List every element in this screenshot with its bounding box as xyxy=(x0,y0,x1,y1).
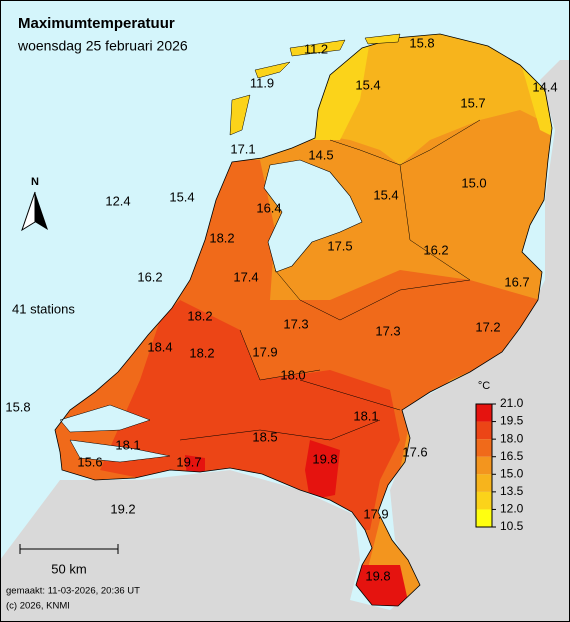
station-value: 15.8 xyxy=(5,399,30,414)
legend-tick-label: 13.5 xyxy=(500,484,524,498)
station-value: 17.2 xyxy=(475,319,500,334)
title: Maximumtemperatuur xyxy=(18,15,175,32)
legend-tick-label: 16.5 xyxy=(500,449,524,463)
station-value: 16.4 xyxy=(256,200,281,215)
station-value: 18.4 xyxy=(147,339,172,354)
station-value: 11.9 xyxy=(250,75,274,90)
station-value: 14.4 xyxy=(532,79,557,94)
station-value: 18.1 xyxy=(353,408,378,423)
estuary xyxy=(59,404,171,463)
legend-tick-label: 18.0 xyxy=(500,431,524,445)
legend-band xyxy=(476,439,492,457)
footer-copyright: (c) 2026, KNMI xyxy=(6,601,70,612)
station-value: 12.4 xyxy=(105,193,130,208)
station-value: 15.7 xyxy=(460,95,485,110)
stations: 11.2 15.8 11.9 15.4 15.7 14.4 17.1 14.5 15.0 15.4… xyxy=(5,35,557,583)
station-value: 17.9 xyxy=(252,344,277,359)
station-value: 15.4 xyxy=(355,77,380,92)
legend-tick-label: 15.0 xyxy=(500,466,524,480)
station-value: 11.2 xyxy=(304,41,328,56)
neighbour-land xyxy=(0,60,570,622)
station-value: 15.0 xyxy=(461,175,486,190)
footer-made: gemaakt: 11-03-2026, 20:36 UT xyxy=(6,586,140,597)
station-value: 16.2 xyxy=(137,269,162,284)
legend-band xyxy=(476,509,492,527)
station-value: 15.8 xyxy=(409,35,434,50)
legend-band xyxy=(476,456,492,475)
station-value: 17.4 xyxy=(233,269,258,284)
station-value: 15.4 xyxy=(169,189,194,204)
station-value: 18.2 xyxy=(187,308,212,323)
legend-tick-label: 12.0 xyxy=(500,502,524,516)
wadden-island xyxy=(229,33,401,136)
legend-tick-label: 10.5 xyxy=(500,519,524,533)
legend-band xyxy=(476,421,492,440)
station-value: 17.3 xyxy=(375,323,400,338)
station-value: 18.2 xyxy=(189,345,214,360)
legend-band xyxy=(476,474,492,492)
legend-tick-label: 21.0 xyxy=(500,396,524,410)
station-value: 18.1 xyxy=(115,437,140,452)
station-value: 19.8 xyxy=(365,568,390,583)
station-value: 17.3 xyxy=(283,316,308,331)
station-value: 17.1 xyxy=(230,141,255,156)
station-value: 18.5 xyxy=(252,429,277,444)
legend-band xyxy=(476,491,492,510)
station-value: 16.2 xyxy=(423,242,448,257)
legend-unit: °C xyxy=(478,380,490,392)
subtitle: woensdag 25 februari 2026 xyxy=(17,38,188,54)
legend: 21.0 19.5 18.0 16.5 15.0 13.5 12.0 10.5 xyxy=(475,396,524,533)
station-value: 18.2 xyxy=(209,230,234,245)
station-value: 19.2 xyxy=(110,501,135,516)
legend-band xyxy=(476,404,492,422)
station-value: 18.0 xyxy=(280,367,305,382)
north-arrow xyxy=(35,192,48,230)
north-label: N xyxy=(31,176,39,188)
legend-frame xyxy=(475,403,493,528)
station-value: 17.5 xyxy=(327,238,352,253)
station-value: 17.9 xyxy=(363,506,388,521)
station-value: 19.8 xyxy=(312,451,337,466)
zone xyxy=(305,440,340,500)
station-value: 19.7 xyxy=(176,454,201,469)
scale-label: 50 km xyxy=(51,561,86,576)
station-count: 41 stations xyxy=(12,301,75,316)
station-value: 15.6 xyxy=(77,454,102,469)
legend-tick-label: 19.5 xyxy=(500,414,524,428)
station-value: 14.5 xyxy=(308,147,333,162)
station-value: 15.4 xyxy=(373,187,398,202)
station-value: 17.6 xyxy=(402,444,427,459)
province-border xyxy=(179,119,481,441)
zone xyxy=(355,565,410,606)
ijsselmeer xyxy=(263,159,363,273)
country-border xyxy=(54,33,553,607)
station-value: 16.7 xyxy=(504,274,529,289)
